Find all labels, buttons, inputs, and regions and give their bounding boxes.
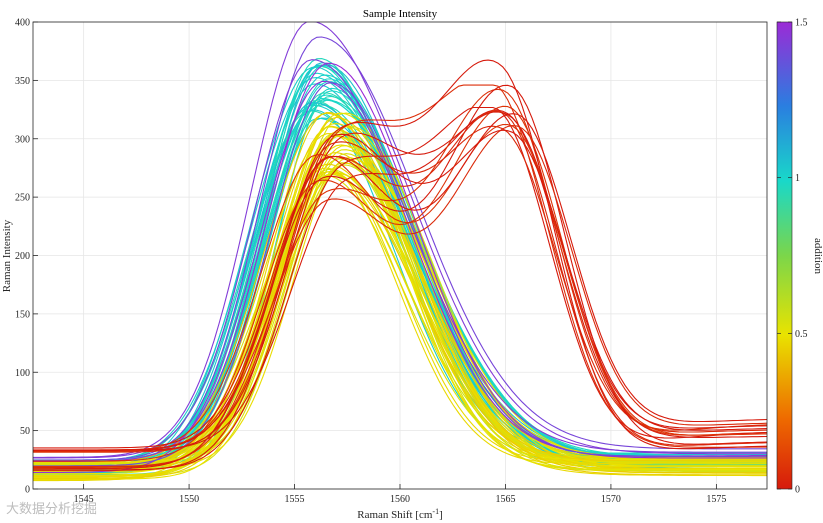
y-axis: 0 50 100 150 200 250 300 350 400 [15,18,38,496]
y-tick-label: 50 [20,426,30,437]
x-tick-label: 1560 [390,494,410,505]
series-line [33,109,767,451]
x-axis-label: Raman Shift [cm-1] [357,507,443,521]
y-tick-label: 350 [15,76,30,87]
colorbar-ticks: 0 0.5 1 1.5 [777,18,808,496]
y-tick-label: 300 [15,134,30,145]
y-tick-label: 150 [15,309,30,320]
colorbar-label: addition [812,238,823,275]
y-tick-label: 200 [15,251,30,262]
series-line [33,62,767,462]
watermark: 大数据分析挖掘 [6,502,97,517]
series-line [33,130,767,479]
series-line [33,129,767,451]
y-tick-label: 400 [15,18,30,29]
x-tick-label: 1545 [74,494,94,505]
x-axis: 1545 1550 1555 1560 1565 1570 1575 [74,484,726,505]
y-axis-label: Raman Intensity [1,219,13,292]
x-tick-label: 1565 [495,494,515,505]
series-line [33,22,767,458]
y-tick-label: 100 [15,368,30,379]
series-line [33,84,767,470]
colorbar-tick-label: 0.5 [795,329,808,340]
chart-title: Sample Intensity [363,8,438,20]
colorbar [776,21,793,490]
series-line [33,162,767,478]
y-tick-label: 0 [25,485,30,496]
colorbar-tick-label: 0 [795,485,800,496]
series-line [33,113,767,449]
x-axis-label-main: Raman Shift [cm [357,509,433,521]
series-line [33,59,767,471]
series-line [33,59,767,459]
x-tick-label: 1550 [179,494,199,505]
y-tick-label: 250 [15,193,30,204]
x-axis-label-end: ] [439,509,443,521]
x-tick-label: 1575 [706,494,726,505]
x-tick-label: 1570 [601,494,621,505]
series-line [33,82,767,467]
colorbar-tick-label: 1 [795,173,800,184]
series-line [33,84,767,453]
x-axis-label-superscript: -1 [432,507,439,516]
x-tick-label: 1555 [285,494,305,505]
series-layer [33,22,767,482]
series-line [33,110,767,468]
series-line [33,134,767,471]
colorbar-tick-label: 1.5 [795,18,808,29]
